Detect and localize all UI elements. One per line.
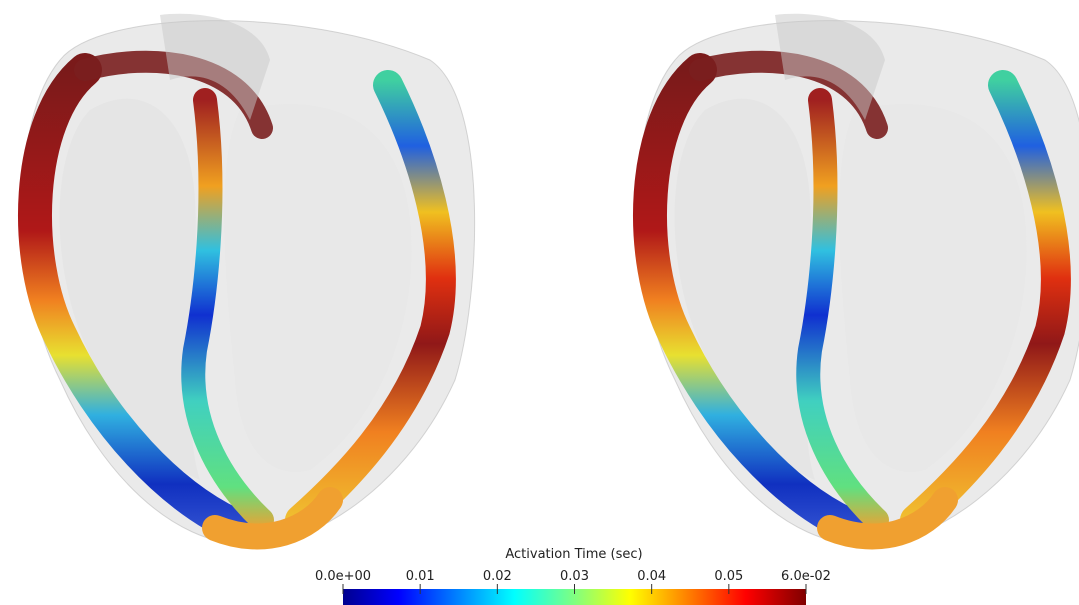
colorbar-tick-label: 0.01 bbox=[406, 569, 435, 584]
figure: Activation Time (sec) 0.0e+00 0.01 0.02 0.0… bbox=[0, 0, 1079, 605]
colorbar-tick-label: 6.0e-02 bbox=[781, 569, 831, 584]
colorbar-title: Activation Time (sec) bbox=[505, 547, 642, 562]
colorbar-tick-label: 0.03 bbox=[560, 569, 589, 584]
colorbar-tick-label: 0.0e+00 bbox=[315, 569, 371, 584]
colorbar-tick-label: 0.04 bbox=[637, 569, 666, 584]
heart-left bbox=[23, 14, 475, 545]
figure-canvas: Activation Time (sec) 0.0e+00 0.01 0.02 0.0… bbox=[0, 0, 1079, 605]
colorbar-tick-label: 0.02 bbox=[483, 569, 512, 584]
colorbar-tick-label: 0.05 bbox=[714, 569, 743, 584]
heart-right bbox=[638, 14, 1079, 545]
